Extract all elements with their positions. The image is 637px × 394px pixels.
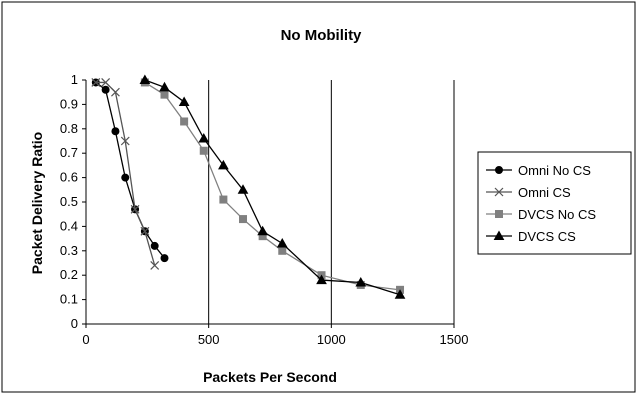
- data-point: [130, 204, 140, 214]
- data-point: [150, 241, 159, 250]
- y-tick-label: 0.1: [60, 292, 78, 307]
- legend-marker: [495, 166, 503, 174]
- data-point: [111, 127, 120, 136]
- x-axis-label: Packets Per Second: [203, 369, 337, 385]
- plot-area: 0 0.1 0.2 0.3 0.4 0.5 0.6 0.7 0.8 0.9 1 0 500 1000 150…: [60, 72, 469, 347]
- legend-entry: Omni No CS: [486, 163, 591, 178]
- legend-marker: [493, 230, 505, 240]
- series-dvcs-cs: [139, 74, 406, 299]
- data-point: [178, 96, 190, 106]
- marker-stroke: [111, 87, 120, 97]
- data-point: [257, 225, 268, 236]
- data-point: [150, 261, 160, 270]
- y-tick-label: 0.3: [60, 243, 78, 258]
- y-tick-label: 0: [71, 316, 78, 331]
- y-tick-label: 0.8: [60, 121, 78, 136]
- data-point: [111, 87, 120, 97]
- chart-title: No Mobility: [281, 27, 362, 44]
- data-point: [139, 74, 151, 84]
- legend: Omni No CS Omni CS DVCS No CS DVCS CS: [477, 151, 632, 255]
- x-tick-label: 1500: [440, 332, 469, 347]
- data-point: [159, 81, 170, 92]
- marker-stroke: [150, 261, 160, 270]
- data-point: [120, 136, 130, 146]
- marker-stroke: [120, 136, 130, 146]
- data-point: [121, 173, 130, 182]
- data-point: [160, 254, 169, 263]
- legend-entry: DVCS CS: [486, 229, 576, 244]
- y-axis-label: Packet Delivery Ratio: [29, 132, 45, 274]
- y-tick-label: 0.6: [60, 170, 78, 185]
- y-tick-label: 0.9: [60, 96, 78, 111]
- data-point: [180, 117, 189, 126]
- marker-stroke: [91, 78, 101, 87]
- data-point: [218, 159, 229, 170]
- x-tick-label: 500: [198, 332, 220, 347]
- y-tick-label: 0.5: [60, 194, 78, 209]
- marker-stroke: [130, 204, 140, 214]
- data-point: [140, 226, 150, 236]
- data-point: [91, 78, 101, 87]
- data-point: [101, 78, 111, 87]
- data-point: [276, 237, 288, 248]
- data-point: [278, 246, 287, 255]
- data-point: [199, 146, 208, 155]
- y-tick-label: 0.4: [60, 218, 78, 233]
- data-point: [219, 195, 228, 204]
- legend-marker: [495, 210, 503, 218]
- legend-entry: DVCS No CS: [486, 207, 596, 222]
- legend-marker: [494, 187, 504, 197]
- y-tick-label: 0.7: [60, 145, 78, 160]
- data-point: [198, 133, 210, 143]
- data-point: [355, 277, 367, 287]
- marker-stroke: [494, 187, 504, 197]
- legend-entry: Omni CS: [486, 185, 571, 200]
- y-tick-label: 1: [71, 72, 78, 87]
- data-point: [101, 85, 110, 94]
- legend-box: [477, 151, 632, 255]
- legend-label: DVCS No CS: [518, 207, 596, 222]
- data-point: [394, 289, 406, 299]
- legend-label: DVCS CS: [518, 229, 576, 244]
- marker-stroke: [140, 226, 150, 236]
- series-omni-cs: [91, 78, 160, 270]
- marker-stroke: [101, 78, 111, 87]
- data-point: [237, 184, 249, 194]
- legend-label: Omni No CS: [518, 163, 591, 178]
- data-point: [160, 90, 169, 99]
- y-tick-label: 0.2: [60, 267, 78, 282]
- x-tick-label: 0: [82, 332, 89, 347]
- legend-label: Omni CS: [518, 185, 571, 200]
- x-tick-label: 1000: [317, 332, 346, 347]
- data-point: [239, 215, 248, 224]
- data-point: [316, 274, 327, 285]
